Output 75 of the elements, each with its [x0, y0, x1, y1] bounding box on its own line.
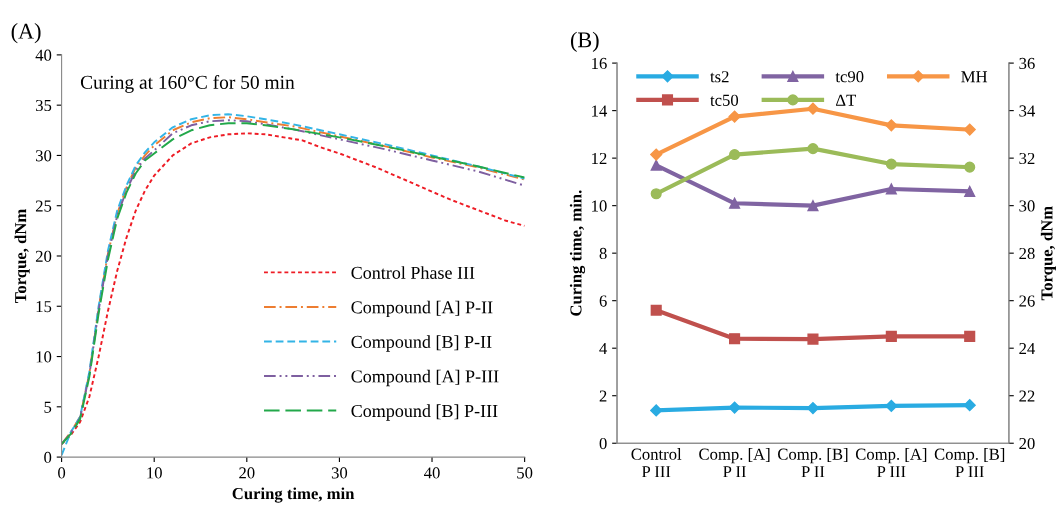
x-tick-label: 50 [517, 467, 533, 479]
point [964, 185, 976, 197]
legend-label: Compound [B] P-II [351, 335, 492, 352]
chart-title: (B) [570, 31, 599, 52]
point [964, 161, 976, 173]
point [885, 158, 897, 170]
point [885, 399, 898, 413]
legend-label: Control Phase III [351, 266, 475, 279]
y2-tick-label: 22 [1019, 390, 1035, 402]
legend-label: MH [961, 71, 988, 83]
y2-tick-label: 34 [1019, 105, 1036, 117]
y-axis-title: Torque, dNm [14, 209, 30, 303]
point [650, 148, 663, 161]
point [885, 183, 897, 195]
y-tick-label: 6 [599, 295, 607, 307]
y-tick-label: 30 [36, 150, 52, 162]
y2-tick-label: 32 [1019, 152, 1035, 165]
y-tick-label: 12 [592, 152, 607, 164]
legend-label: Compound [A] P-II [351, 300, 493, 318]
y2-tick-label: 24 [1019, 342, 1036, 354]
y-tick-label: 15 [36, 301, 52, 313]
x-tick-label: 0 [58, 467, 66, 479]
point [806, 401, 820, 415]
point [964, 330, 976, 342]
point [885, 330, 897, 342]
y2-tick-label: 28 [1019, 247, 1035, 260]
y-tick-label: 4 [599, 343, 608, 354]
point [650, 304, 662, 316]
y2-tick-label: 36 [1019, 57, 1035, 70]
legend-label: ΔT [836, 94, 856, 106]
point [729, 149, 741, 161]
y-tick-label: 5 [44, 401, 52, 413]
chart-title: (A) [11, 23, 41, 44]
x-tick-label: 10 [147, 467, 162, 479]
point [729, 197, 741, 209]
y2-tick-label: 26 [1019, 295, 1035, 307]
x-tick-label: 40 [424, 467, 440, 479]
x-tick-label: Control P III [631, 448, 682, 478]
point [807, 333, 819, 345]
point [729, 333, 741, 345]
y-tick-label: 16 [592, 57, 607, 70]
x-tick-label: Comp. [A] P II [699, 448, 770, 478]
legend-label: ts2 [710, 71, 729, 83]
legend-label: Compound [B] P-III [351, 404, 498, 421]
y-tick-label: 2 [599, 390, 607, 402]
x-tick-label: Comp. [B] P III [934, 448, 1005, 478]
point [807, 200, 819, 212]
annotation: Curing at 160°C for 50 min [80, 75, 295, 93]
point [807, 143, 819, 155]
y-tick-label: 40 [35, 49, 52, 61]
legend-label: Compound [A] P-III [351, 369, 499, 387]
point [806, 102, 820, 115]
point [728, 110, 741, 123]
y-tick-label: 20 [35, 250, 52, 262]
x-tick-label: 30 [331, 467, 348, 479]
y-tick-label: 35 [36, 99, 52, 112]
legend-label: tc90 [835, 71, 864, 83]
legend-label: tc50 [710, 94, 739, 106]
y-tick-label: 0 [599, 437, 607, 450]
x-tick-label: 20 [239, 467, 255, 479]
y-tick-label: 25 [35, 200, 52, 212]
x-axis-title: Curing time, min [232, 487, 355, 503]
point [650, 188, 662, 200]
y-tick-label: 8 [599, 247, 607, 260]
y-axis-title: Curing time, min. [569, 190, 586, 316]
x-tick-label: Comp. [B] P II [778, 448, 848, 478]
point [885, 119, 898, 132]
x-tick-label: Comp. [A] P III [855, 448, 927, 478]
y-tick-label: 10 [36, 351, 52, 363]
point [650, 159, 662, 171]
y2-axis-title: Torque, dNm [1040, 206, 1056, 301]
y-tick-label: 14 [592, 105, 608, 117]
y2-tick-label: 20 [1019, 437, 1035, 450]
y-tick-label: 10 [592, 200, 607, 212]
y2-tick-label: 30 [1019, 200, 1035, 212]
